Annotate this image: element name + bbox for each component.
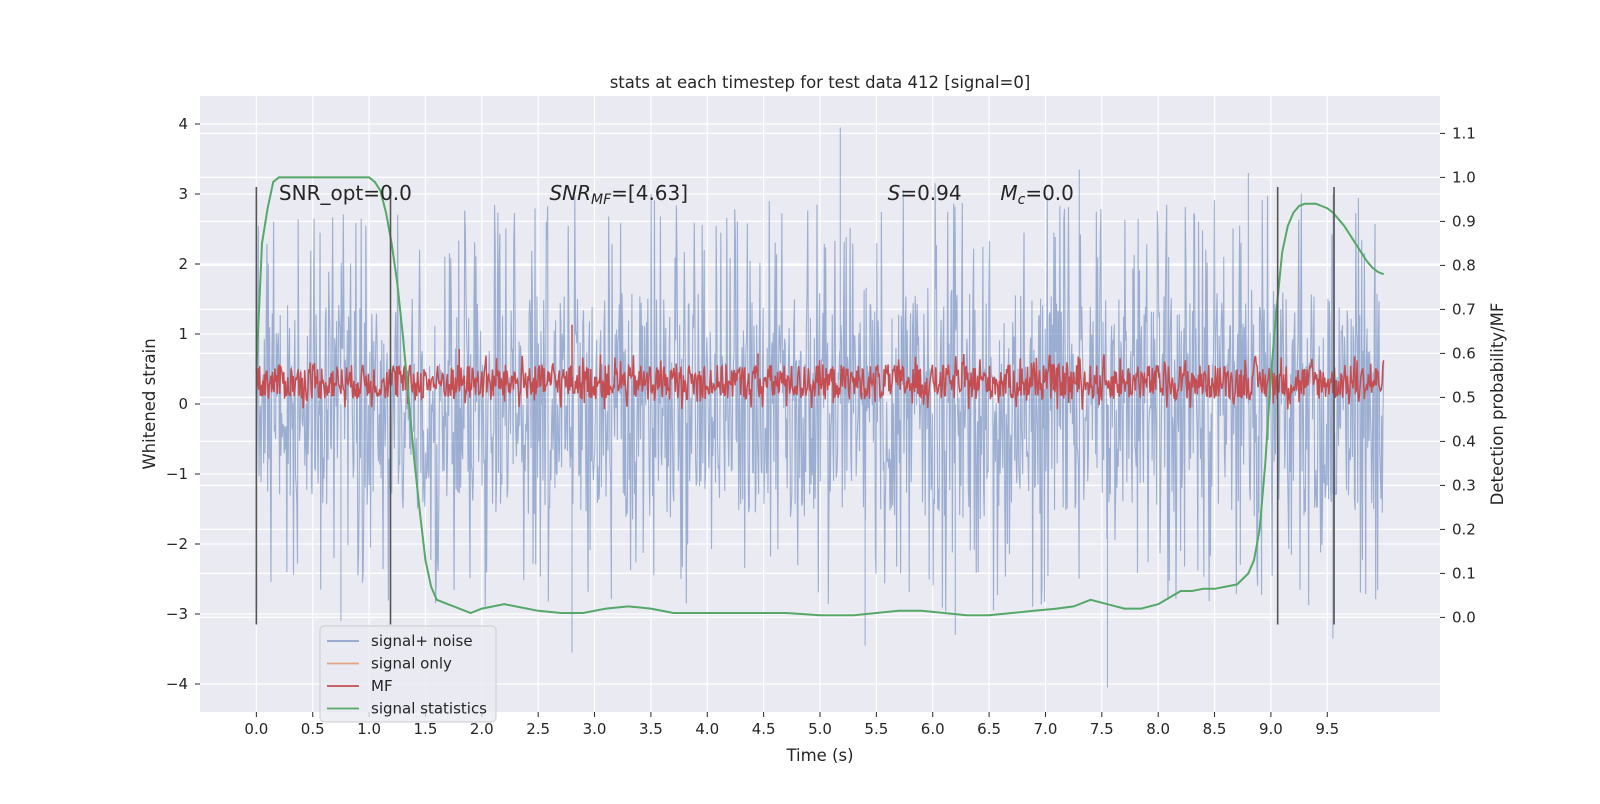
x-tick-label: 2.5 [526, 720, 550, 738]
annotation-0: SNR_opt=0.0 [279, 181, 412, 205]
y2-tick-label: 0.4 [1452, 432, 1476, 450]
y2-tick-label: 1.0 [1452, 168, 1476, 186]
y-tick-label: 3 [178, 185, 188, 203]
x-tick-label: 0.0 [244, 720, 268, 738]
x-tick-label: 8.0 [1146, 720, 1170, 738]
legend-label-mf: MF [371, 677, 393, 695]
x-tick-label: 0.5 [301, 720, 325, 738]
mf-line [255, 324, 1385, 410]
chart-title: stats at each timestep for test data 412… [610, 73, 1031, 92]
x-tick-label: 2.0 [470, 720, 494, 738]
x-tick-label: 4.5 [752, 720, 776, 738]
annotation-3: Mc=0.0 [1000, 181, 1074, 208]
signal-statistics-line [255, 176, 1385, 617]
x-tick-label: 5.0 [808, 720, 832, 738]
x-tick-label: 3.0 [583, 720, 607, 738]
x-tick-label: 1.0 [357, 720, 381, 738]
y2-tick-label: 0.0 [1452, 608, 1476, 626]
x-axis-label: Time (s) [785, 746, 853, 765]
x-axis-ticks: 0.0 0.5 1.0 1.5 2.0 2.5 3.0 3.5 4.0 4.5 5.0 5.5 6.0 6… [244, 712, 1339, 738]
signal-noise-line [255, 127, 1385, 688]
y-tick-label: 0 [178, 395, 188, 413]
y2-axis-label: Detection probability/MF [1488, 303, 1507, 506]
x-tick-label: 4.0 [695, 720, 719, 738]
y2-axis-ticks: 1.1 1.0 0.9 0.8 0.7 0.6 0.5 0.4 0.3 0.2 0.1 0.0 [1440, 124, 1476, 626]
legend-label-signal-noise: signal+ noise [371, 632, 473, 650]
annotation-1: SNRMF=[4.63] [549, 181, 688, 208]
annotations: SNR_opt=0.0 SNRMF=[4.63] S=0.94 Mc=0.0 [279, 181, 1074, 208]
y-tick-label: −3 [166, 605, 188, 623]
y-tick-label: 4 [178, 115, 188, 133]
y-axis-label: Whitened strain [140, 338, 159, 469]
x-tick-label: 9.5 [1315, 720, 1339, 738]
annotation-2: S=0.94 [888, 181, 962, 205]
x-tick-label: 5.5 [864, 720, 888, 738]
x-tick-label: 7.0 [1034, 720, 1058, 738]
signal-noise-series [255, 127, 1385, 688]
x-tick-label: 3.5 [639, 720, 663, 738]
y-tick-label: 1 [178, 325, 188, 343]
signal-statistics-series [255, 176, 1385, 617]
y-tick-label: −4 [166, 675, 188, 693]
y2-tick-label: 0.7 [1452, 300, 1476, 318]
x-tick-label: 6.0 [921, 720, 945, 738]
y2-tick-label: 0.8 [1452, 256, 1476, 274]
x-tick-label: 7.5 [1090, 720, 1114, 738]
y-tick-label: −2 [166, 535, 188, 553]
x-tick-label: 8.5 [1203, 720, 1227, 738]
marker-lines [255, 187, 1335, 625]
y2-tick-label: 0.1 [1452, 564, 1476, 582]
y-axis-ticks: 4 3 2 1 0 −1 −2 −3 −4 [166, 115, 200, 693]
legend-box [319, 625, 497, 723]
y2-tick-label: 1.1 [1452, 124, 1476, 142]
y-tick-label: −1 [166, 465, 188, 483]
y-tick-label: 2 [178, 255, 188, 273]
y2-tick-label: 0.3 [1452, 476, 1476, 494]
y2-tick-label: 0.2 [1452, 520, 1476, 538]
x-tick-label: 9.0 [1259, 720, 1283, 738]
x-tick-label: 1.5 [414, 720, 438, 738]
legend: signal+ noise signal only MF signal stat… [319, 625, 497, 723]
y2-tick-label: 0.9 [1452, 212, 1476, 230]
x-tick-label: 6.5 [977, 720, 1001, 738]
y2-tick-label: 0.5 [1452, 388, 1476, 406]
legend-label-signal-only: signal only [371, 655, 452, 673]
y2-tick-label: 0.6 [1452, 344, 1476, 362]
legend-label-signal-statistics: signal statistics [371, 700, 487, 718]
mf-series [255, 324, 1385, 410]
